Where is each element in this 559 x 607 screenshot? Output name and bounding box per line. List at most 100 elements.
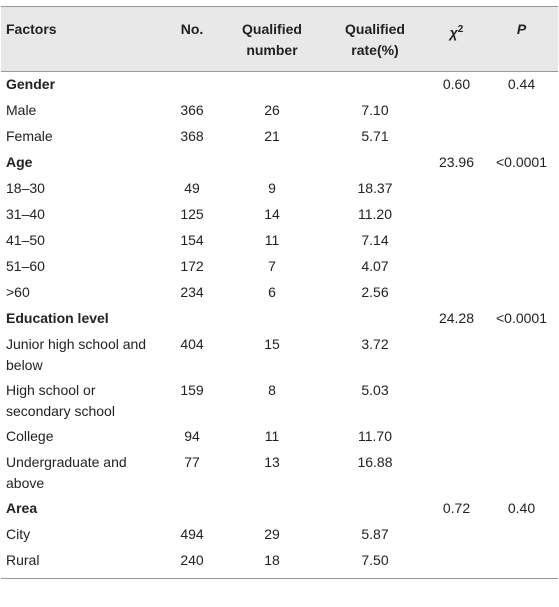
cell-text: City — [6, 526, 31, 542]
header-text: χ — [449, 24, 458, 41]
cell-text: 23.96 — [438, 154, 475, 170]
cell-text: Education level — [6, 310, 109, 326]
table-cell — [428, 124, 485, 150]
table-cell: 13 — [222, 450, 322, 496]
data-row: High school or secondary school 159 8 5.03 — [1, 378, 558, 424]
cell-text: 154 — [180, 232, 204, 248]
group-row: Education level 24.28 <0.0001 — [1, 306, 558, 332]
table-cell — [485, 202, 558, 228]
table-cell — [428, 98, 485, 124]
cell-text: College — [6, 428, 54, 444]
cell-text: Age — [6, 154, 33, 170]
table-cell: 7.50 — [322, 548, 428, 579]
column-header: P — [485, 6, 558, 72]
cell-text: 5.03 — [361, 382, 389, 398]
cell-text: 18 — [264, 552, 280, 568]
table-cell: 11.20 — [322, 202, 428, 228]
data-row: 31–40 125 14 11.20 — [1, 202, 558, 228]
table-cell — [428, 280, 485, 306]
data-row: 51–60 172 7 4.07 — [1, 254, 558, 280]
cell-text: 15 — [264, 336, 280, 352]
cell-text: 3.72 — [361, 336, 389, 352]
table-cell: Area — [1, 496, 162, 522]
table-cell — [428, 254, 485, 280]
cell-text: 7 — [268, 258, 276, 274]
cell-text: <0.0001 — [496, 310, 547, 326]
table-cell: 9 — [222, 176, 322, 202]
header-row: Factors No. Qualified number Qualified rate… — [1, 6, 558, 72]
table-cell: 3.72 — [322, 332, 428, 378]
table-cell: 159 — [162, 378, 222, 424]
cell-text: High school or secondary school — [6, 382, 115, 419]
table-cell — [428, 332, 485, 378]
cell-text: 13 — [264, 454, 280, 470]
table-cell: 154 — [162, 228, 222, 254]
table-cell — [485, 450, 558, 496]
table-cell: 0.60 — [428, 72, 485, 99]
table-cell: City — [1, 522, 162, 548]
table-cell: 172 — [162, 254, 222, 280]
table-cell: 51–60 — [1, 254, 162, 280]
table-cell: 8 — [222, 378, 322, 424]
table-cell: Male — [1, 98, 162, 124]
table-cell: 494 — [162, 522, 222, 548]
table-cell: 18–30 — [1, 176, 162, 202]
table-cell: Education level — [1, 306, 162, 332]
table-cell: 404 — [162, 332, 222, 378]
table-cell — [428, 176, 485, 202]
table-cell — [485, 124, 558, 150]
column-header: χ2 — [428, 6, 485, 72]
table-cell: 0.44 — [485, 72, 558, 99]
table-cell: >60 — [1, 280, 162, 306]
table-cell — [485, 424, 558, 450]
table-cell: 5.03 — [322, 378, 428, 424]
cell-text: 7.10 — [361, 102, 389, 118]
header-text: Qualified number — [242, 21, 302, 58]
table-cell — [485, 280, 558, 306]
table-cell: 125 — [162, 202, 222, 228]
cell-text: 18.37 — [357, 180, 393, 196]
header-text: No. — [180, 21, 204, 37]
table-cell — [428, 228, 485, 254]
table-cell: 24.28 — [428, 306, 485, 332]
table-cell — [322, 306, 428, 332]
data-row: City 494 29 5.87 — [1, 522, 558, 548]
table-cell: 94 — [162, 424, 222, 450]
cell-text: 41–50 — [6, 232, 45, 248]
group-row: Age 23.96 <0.0001 — [1, 150, 558, 176]
data-row: >60 234 6 2.56 — [1, 280, 558, 306]
table-cell: 77 — [162, 450, 222, 496]
table-cell — [162, 306, 222, 332]
cell-text: 6 — [268, 284, 276, 300]
cell-text: 366 — [180, 102, 204, 118]
cell-text: 11.70 — [358, 428, 392, 444]
group-row: Gender 0.60 0.44 — [1, 72, 558, 99]
table-cell: 49 — [162, 176, 222, 202]
table-cell: 11.70 — [322, 424, 428, 450]
table-cell: College — [1, 424, 162, 450]
table-cell — [428, 522, 485, 548]
table-cell: 234 — [162, 280, 222, 306]
table-cell: Age — [1, 150, 162, 176]
table-cell — [485, 176, 558, 202]
cell-text: 7.14 — [361, 232, 389, 248]
cell-text: 5.87 — [361, 526, 389, 542]
table-cell: 41–50 — [1, 228, 162, 254]
table-cell: Undergraduate and above — [1, 450, 162, 496]
table-cell — [485, 522, 558, 548]
page: Factors No. Qualified number Qualified rate… — [0, 6, 559, 607]
data-table: Factors No. Qualified number Qualified rate… — [1, 6, 558, 579]
cell-text: 0.60 — [442, 76, 471, 92]
cell-text: 94 — [184, 428, 200, 444]
cell-text: 0.72 — [442, 500, 471, 516]
table-cell: <0.0001 — [485, 306, 558, 332]
table-cell: 5.87 — [322, 522, 428, 548]
cell-text: Junior high school and below — [6, 336, 147, 373]
table-cell: 368 — [162, 124, 222, 150]
table-cell: 11 — [222, 228, 322, 254]
data-row: Rural 240 18 7.50 — [1, 548, 558, 579]
table-cell: 366 — [162, 98, 222, 124]
table-cell — [322, 496, 428, 522]
table-cell: <0.0001 — [485, 150, 558, 176]
table-cell — [485, 254, 558, 280]
